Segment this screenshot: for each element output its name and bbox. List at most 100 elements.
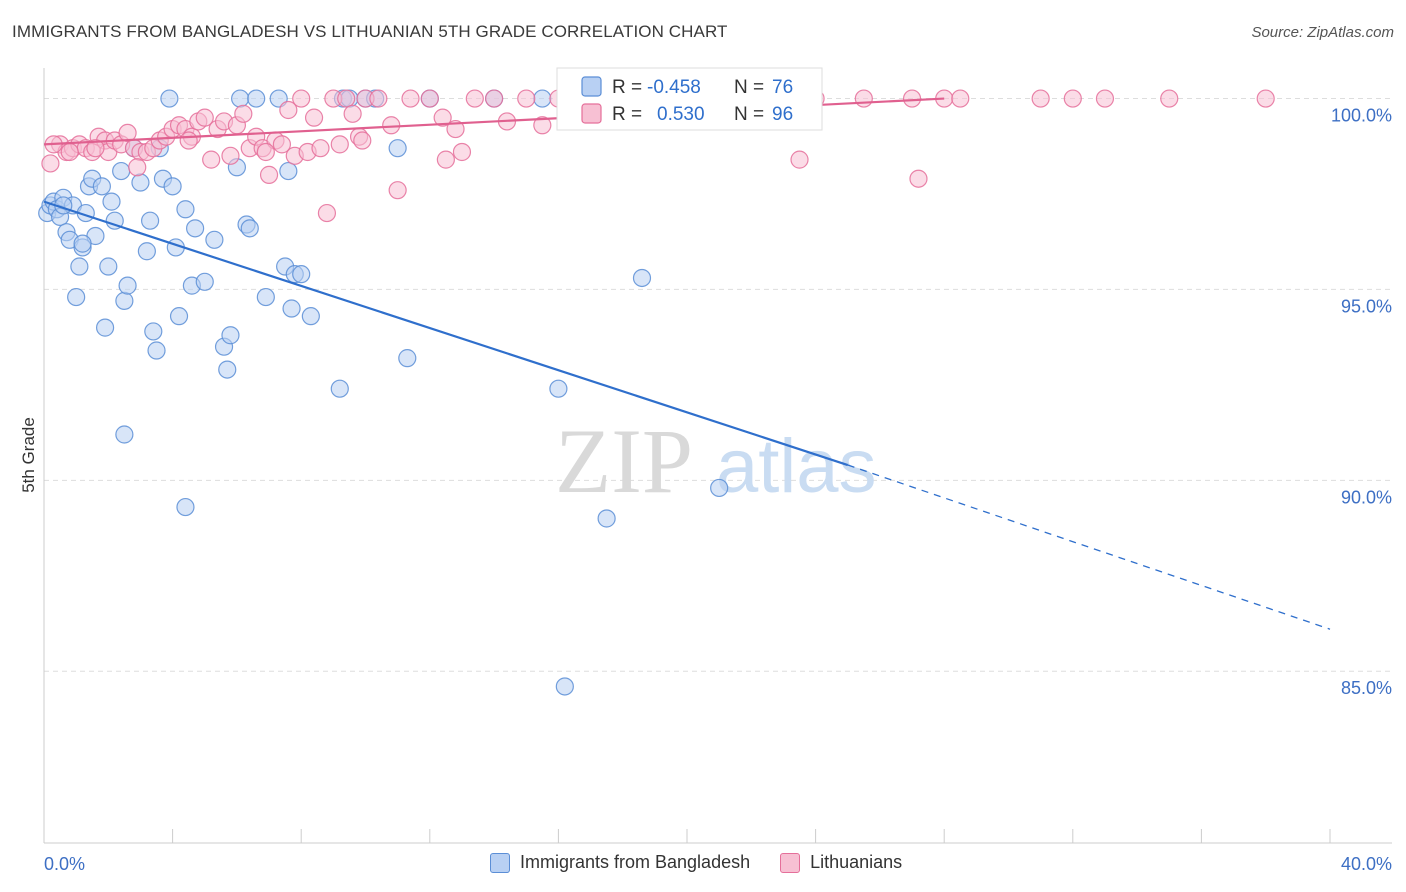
y-tick-label: 90.0% xyxy=(1341,487,1392,507)
lithuanians-point[interactable] xyxy=(1031,89,1050,108)
bangladesh-point[interactable] xyxy=(70,257,89,276)
bangladesh-point[interactable] xyxy=(118,276,137,295)
lithuanians-point[interactable] xyxy=(202,150,221,169)
bangladesh-point[interactable] xyxy=(533,89,552,108)
bangladesh-point[interactable] xyxy=(388,139,407,158)
bangladesh-point[interactable] xyxy=(115,425,134,444)
bangladesh-point[interactable] xyxy=(99,257,118,276)
legend-item-lithuanians[interactable]: Lithuanians xyxy=(780,852,902,873)
lithuanians-point[interactable] xyxy=(86,139,105,158)
x-tick-label: 0.0% xyxy=(44,854,85,874)
bangladesh-point[interactable] xyxy=(147,341,166,360)
bangladesh-point[interactable] xyxy=(102,192,121,211)
bangladesh-point[interactable] xyxy=(549,379,568,398)
bangladesh-point[interactable] xyxy=(140,211,160,230)
lithuanians-point[interactable] xyxy=(128,158,147,177)
bangladesh-point[interactable] xyxy=(169,307,189,326)
bangladesh-point[interactable] xyxy=(195,272,214,291)
lithuanians-point[interactable] xyxy=(343,104,362,123)
lithuanians-point[interactable] xyxy=(401,89,420,108)
lithuanians-point[interactable] xyxy=(909,169,928,188)
lithuanians-point[interactable] xyxy=(195,108,214,127)
lithuanians-point[interactable] xyxy=(1160,89,1179,108)
bangladesh-point[interactable] xyxy=(95,318,115,337)
y-tick-label: 100.0% xyxy=(1331,106,1392,126)
bangladesh-point[interactable] xyxy=(398,349,417,368)
lithuanians-point[interactable] xyxy=(1063,89,1082,108)
lithuanians-point[interactable] xyxy=(485,89,504,108)
lithuanians-point[interactable] xyxy=(337,89,356,108)
lithuanians-point[interactable] xyxy=(388,181,407,200)
lithuanians-point[interactable] xyxy=(304,108,324,127)
bangladesh-point[interactable] xyxy=(137,242,156,261)
bangladesh-point[interactable] xyxy=(163,177,182,196)
bangladesh-point[interactable] xyxy=(240,219,259,238)
lithuanians-point[interactable] xyxy=(517,89,536,108)
legend-n-label-pink: N = xyxy=(734,104,764,125)
lithuanians-point[interactable] xyxy=(369,89,388,108)
y-tick-labels: 100.0% 95.0% 90.0% 85.0% xyxy=(1331,106,1392,699)
bangladesh-point[interactable] xyxy=(105,211,124,230)
bangladesh-point[interactable] xyxy=(597,509,616,528)
lithuanians-point[interactable] xyxy=(234,104,253,123)
bangladesh-point[interactable] xyxy=(112,161,131,181)
lithuanians-point[interactable] xyxy=(1256,89,1275,108)
bangladesh-point[interactable] xyxy=(710,478,729,498)
bangladesh-point[interactable] xyxy=(632,268,652,288)
lithuanians-point[interactable] xyxy=(420,89,439,108)
lithuanians-point[interactable] xyxy=(353,131,372,150)
bangladesh-point[interactable] xyxy=(92,177,111,196)
lithuanians-point[interactable] xyxy=(433,108,452,127)
bangladesh-point[interactable] xyxy=(330,379,349,398)
lithuanians-point[interactable] xyxy=(256,142,275,162)
bangladesh-point[interactable] xyxy=(73,234,92,253)
bangladesh-point[interactable] xyxy=(186,219,205,238)
lithuanians-point[interactable] xyxy=(382,116,401,135)
legend-item-bangladesh[interactable]: Immigrants from Bangladesh xyxy=(490,852,750,873)
bangladesh-point[interactable] xyxy=(301,307,320,326)
bangladesh-point[interactable] xyxy=(555,677,574,696)
bangladesh-point[interactable] xyxy=(131,173,150,192)
bangladesh-point[interactable] xyxy=(115,291,134,310)
bangladesh-point[interactable] xyxy=(67,287,86,307)
legend-swatch-lithuanians xyxy=(780,852,801,873)
lithuanians-point[interactable] xyxy=(179,131,198,150)
lithuanians-point[interactable] xyxy=(330,135,349,154)
lithuanians-point[interactable] xyxy=(1095,89,1115,108)
lithuanians-point[interactable] xyxy=(854,89,873,108)
lithuanians-point[interactable] xyxy=(279,100,298,120)
bangladesh-point[interactable] xyxy=(282,299,301,318)
bangladesh-point[interactable] xyxy=(176,200,195,219)
lithuanians-point[interactable] xyxy=(221,146,240,165)
bangladesh-point[interactable] xyxy=(205,230,224,249)
legend-r-value-blue: -0.458 xyxy=(647,77,701,98)
lithuanians-point[interactable] xyxy=(118,123,137,143)
bangladesh-point[interactable] xyxy=(279,161,298,181)
lithuanians-point[interactable] xyxy=(452,142,472,162)
lithuanians-point[interactable] xyxy=(951,89,970,108)
legend-label-bangladesh: Immigrants from Bangladesh xyxy=(520,852,751,872)
bangladesh-point[interactable] xyxy=(247,89,266,108)
lithuanians-point[interactable] xyxy=(41,154,60,173)
lithuanians-point[interactable] xyxy=(311,139,330,158)
lithuanians-point[interactable] xyxy=(317,203,337,223)
bangladesh-point[interactable] xyxy=(218,360,237,379)
lithuanians-point[interactable] xyxy=(902,89,922,108)
bangladesh-point[interactable] xyxy=(256,287,275,307)
lithuanians-point[interactable] xyxy=(533,116,552,135)
lithuanians-point[interactable] xyxy=(790,150,809,169)
x-tick-label: 40.0% xyxy=(1341,854,1392,874)
lithuanians-point[interactable] xyxy=(292,89,311,108)
bangladesh-point[interactable] xyxy=(144,322,163,341)
bangladesh-point[interactable] xyxy=(292,265,311,284)
bangladesh-point[interactable] xyxy=(221,326,240,345)
lithuanians-point[interactable] xyxy=(446,119,465,139)
lithuanians-point[interactable] xyxy=(60,142,79,162)
bangladesh-point[interactable] xyxy=(231,89,250,108)
bangladesh-point[interactable] xyxy=(176,497,195,517)
lithuanians-point[interactable] xyxy=(272,135,292,154)
lithuanians-point[interactable] xyxy=(436,150,455,169)
lithuanians-point[interactable] xyxy=(465,89,484,108)
bangladesh-point[interactable] xyxy=(160,89,179,108)
lithuanians-point[interactable] xyxy=(259,165,279,184)
